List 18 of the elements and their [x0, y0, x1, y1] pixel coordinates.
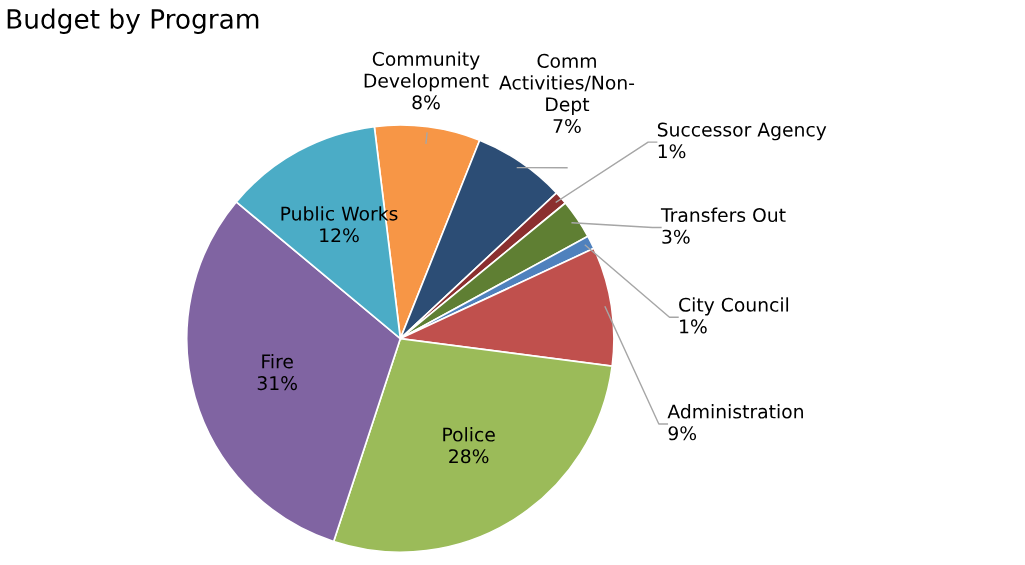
- data-label: 7%: [553, 118, 581, 134]
- data-label: 31%: [257, 376, 297, 391]
- slice-label: Comm Activities/Non- Dept: [499, 53, 635, 116]
- slice-label: City Council: [679, 297, 789, 316]
- data-label: 1%: [658, 144, 686, 159]
- data-label: 28%: [449, 449, 489, 464]
- slice-label: Administration: [667, 404, 803, 419]
- data-label: 8%: [412, 95, 440, 110]
- slice-label: Fire: [262, 353, 293, 369]
- data-label: 3%: [662, 229, 690, 244]
- data-label: 12%: [320, 228, 359, 243]
- chart-title: Budget by Program: [7, 8, 259, 35]
- slice-label: Successor Agency: [657, 122, 827, 141]
- slice-label: Community Development: [364, 51, 489, 92]
- data-label: 9%: [668, 426, 697, 441]
- slice-label: Police: [443, 427, 495, 442]
- slice-label: Transfers Out: [660, 207, 786, 223]
- data-label: 1%: [680, 319, 707, 334]
